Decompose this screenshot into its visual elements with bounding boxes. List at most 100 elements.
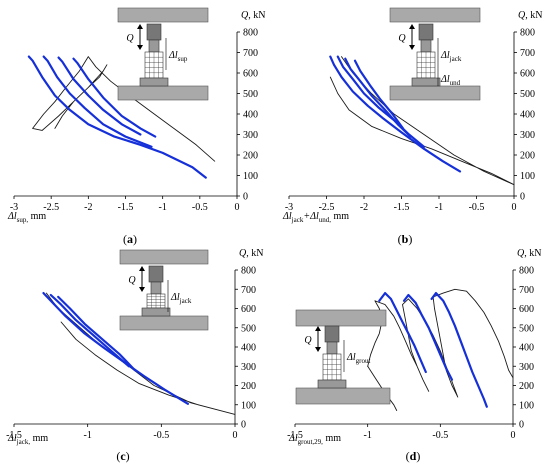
x-tick-label: 0 <box>235 202 240 213</box>
apparatus-inset: Q Δljack​ <box>119 249 209 331</box>
inset-dimension-label: Δlgrout​ <box>346 352 370 365</box>
y-axis-label: Q, kN <box>241 10 265 21</box>
base-block <box>411 77 441 87</box>
inset-dimension-label: Δljack​ <box>170 292 192 305</box>
jack-head <box>146 23 162 41</box>
jack-head <box>418 23 434 41</box>
series-line <box>329 55 462 173</box>
y-tick-label: 200 <box>519 381 534 392</box>
arrow-head-icon <box>315 326 321 331</box>
x-tick-label: -0.5 <box>192 202 208 213</box>
y-tick-label: 400 <box>519 343 534 354</box>
y-tick-label: 800 <box>241 266 256 277</box>
y-tick-label: 300 <box>519 362 534 373</box>
series-line <box>344 57 412 138</box>
y-tick-label: 800 <box>243 28 258 39</box>
x-tick-label: 0 <box>511 430 516 441</box>
x-tick-label: -1 <box>158 202 166 213</box>
series-line <box>57 56 142 136</box>
series-line <box>45 292 236 415</box>
series-line <box>49 293 130 368</box>
y-axis-label: Q, kN <box>239 248 263 259</box>
y-tick-label: 100 <box>241 400 256 411</box>
chart-panel: -3 -2.5 -2 -1.5 -1 -0.5 00 100 200 300 400 500 600 70… <box>282 7 542 246</box>
inset-load-label: Q <box>398 33 406 44</box>
y-axis-label: Q, kN <box>517 248 541 259</box>
y-tick-label: 600 <box>241 304 256 315</box>
apparatus-inset: Q Δlgrout​ <box>295 309 391 405</box>
x-tick-label: -3 <box>10 202 18 213</box>
x-tick-label: -3 <box>285 202 293 213</box>
series-line <box>42 292 189 405</box>
bottom-plate <box>117 85 209 101</box>
x-tick-label: -1 <box>435 202 443 213</box>
arrow-head-icon <box>139 287 145 292</box>
x-axis-label: Δlgrout,29,​ mm <box>288 433 341 446</box>
x-axis-label: Δljack,​ mm <box>7 433 48 446</box>
jack-rod <box>420 39 432 53</box>
y-tick-label: 0 <box>519 420 524 431</box>
series-line <box>367 288 514 398</box>
arrow-head-icon <box>137 45 143 50</box>
x-tick-label: -1 <box>83 430 91 441</box>
y-tick-label: 0 <box>241 420 246 431</box>
y-tick-label: 600 <box>519 304 534 315</box>
y-tick-label: 700 <box>519 285 534 296</box>
x-axis-label: Δljack​+Δlund,​ mm <box>282 211 349 224</box>
series-line <box>72 57 157 138</box>
jack-rod <box>148 39 160 53</box>
x-tick-label: -2 <box>84 202 92 213</box>
y-tick-label: 200 <box>520 151 535 162</box>
series-line <box>402 293 454 381</box>
arrow-head-icon <box>137 24 143 29</box>
x-tick-label: -2.5 <box>43 202 59 213</box>
y-tick-label: 300 <box>243 130 258 141</box>
arrow-head-icon <box>139 266 145 271</box>
top-plate <box>117 7 209 23</box>
x-tick-label: -1 <box>363 430 371 441</box>
y-tick-label: 100 <box>243 171 258 182</box>
y-tick-label: 800 <box>520 28 535 39</box>
inset-dimension-label: Δljack​ <box>440 50 462 63</box>
y-tick-label: 300 <box>520 130 535 141</box>
x-tick-label: -0.5 <box>153 430 169 441</box>
x-tick-label: 0 <box>233 430 238 441</box>
jack-head <box>148 265 164 283</box>
x-tick-label: -2.5 <box>319 202 335 213</box>
inset-dimension-label: Δlund​ <box>440 74 461 87</box>
x-axis-label: Δlsup,​ mm <box>7 211 46 224</box>
x-tick-label: -1.5 <box>394 202 410 213</box>
x-tick-label: -1.5 <box>118 202 134 213</box>
series-line <box>430 292 488 408</box>
bottom-plate <box>119 315 209 331</box>
jack-rod <box>150 281 162 295</box>
y-tick-label: 400 <box>243 110 258 121</box>
panel-label: (a) <box>123 232 137 246</box>
panel-label: (c) <box>116 449 129 463</box>
y-tick-label: 500 <box>519 323 534 334</box>
jack-rod <box>326 341 338 355</box>
chart-panel: -1.5 -1 -0.5 00 100 200 300 400 500 600 700 800 Q, k… <box>6 248 263 463</box>
series-line <box>32 56 216 162</box>
series-line <box>57 295 136 372</box>
series-line <box>353 59 405 130</box>
arrow-head-icon <box>409 45 415 50</box>
y-tick-label: 200 <box>241 381 256 392</box>
y-tick-label: 100 <box>520 171 535 182</box>
inset-dimension-label: Δlsup​ <box>168 50 188 63</box>
y-tick-label: 500 <box>243 89 258 100</box>
y-tick-label: 300 <box>241 362 256 373</box>
base-block <box>139 77 169 87</box>
panel-label: (d) <box>406 449 421 463</box>
y-tick-label: 100 <box>519 400 534 411</box>
x-tick-label: -0.5 <box>432 430 448 441</box>
series-line <box>42 55 153 148</box>
apparatus-inset: Q Δlsup​ <box>117 7 209 101</box>
jack-head <box>324 325 340 343</box>
x-tick-label: 0 <box>512 202 517 213</box>
y-tick-label: 200 <box>243 151 258 162</box>
x-tick-label: -1.5 <box>287 430 303 441</box>
base-block <box>317 379 347 389</box>
y-tick-label: 400 <box>520 110 535 121</box>
